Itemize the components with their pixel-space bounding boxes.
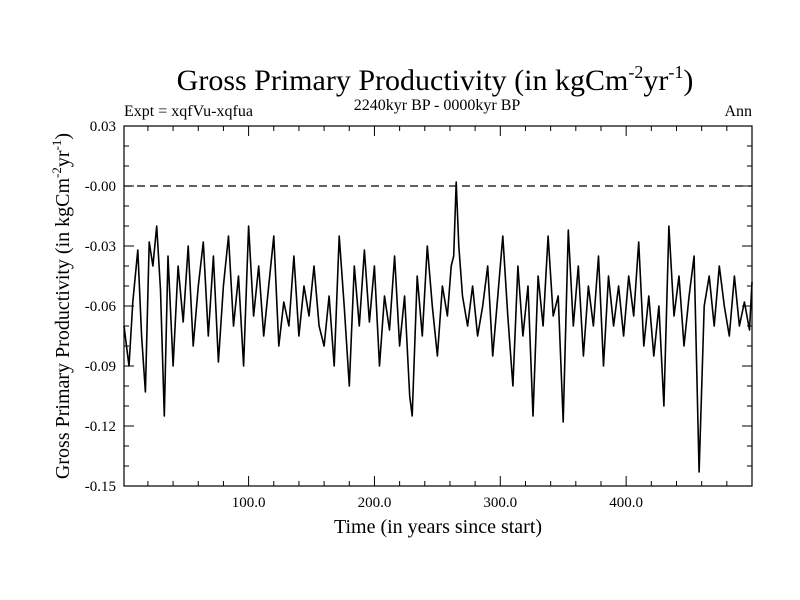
- y-tick-label: -0.00: [85, 179, 116, 195]
- y-tick-label: -0.06: [85, 299, 117, 315]
- x-tick-label: 300.0: [483, 495, 517, 511]
- x-axis-ticks: [147, 126, 728, 486]
- y-tick-label: -0.12: [85, 419, 116, 435]
- time-range-label: 2240kyr BP - 0000kyr BP: [354, 97, 521, 114]
- x-axis-tick-labels: 100.0 200.0 300.0 400.0: [232, 495, 643, 511]
- ylabel-mid: yr: [52, 150, 74, 167]
- y-tick-label: 0.03: [90, 119, 116, 135]
- y-tick-label: -0.09: [85, 359, 116, 375]
- ylabel-main: Gross Primary Productivity (in kgCm: [52, 178, 74, 480]
- x-tick-label: 100.0: [232, 495, 266, 511]
- title-sup-2: -1: [668, 62, 683, 82]
- x-tick-label: 400.0: [609, 495, 643, 511]
- title-mid: yr: [643, 64, 668, 97]
- y-tick-label: -0.03: [85, 239, 116, 255]
- ylabel-end: ): [52, 133, 74, 140]
- y-axis-ticks: [124, 125, 752, 487]
- chart-title: Gross Primary Productivity (in kgCm-2yr-…: [177, 62, 694, 97]
- season-label: Ann: [724, 103, 752, 120]
- x-tick-label: 200.0: [358, 495, 392, 511]
- title-main: Gross Primary Productivity (in kgCm: [177, 64, 629, 97]
- series-line-gpp: [123, 181, 753, 473]
- ylabel-sup-1: -2: [49, 167, 64, 178]
- y-axis-tick-labels: 0.03 -0.00 -0.03 -0.06 -0.09 -0.12 -0.15: [85, 119, 117, 495]
- y-tick-label: -0.15: [85, 479, 116, 495]
- title-end: ): [683, 64, 693, 97]
- y-axis-label: Gross Primary Productivity (in kgCm-2yr-…: [49, 133, 74, 479]
- plot-frame: [123, 125, 753, 487]
- ylabel-sup-2: -1: [49, 140, 64, 151]
- x-axis-label: Time (in years since start): [334, 516, 542, 538]
- experiment-label: Expt = xqfVu-xqfua: [124, 103, 253, 120]
- title-sup-1: -2: [628, 62, 643, 82]
